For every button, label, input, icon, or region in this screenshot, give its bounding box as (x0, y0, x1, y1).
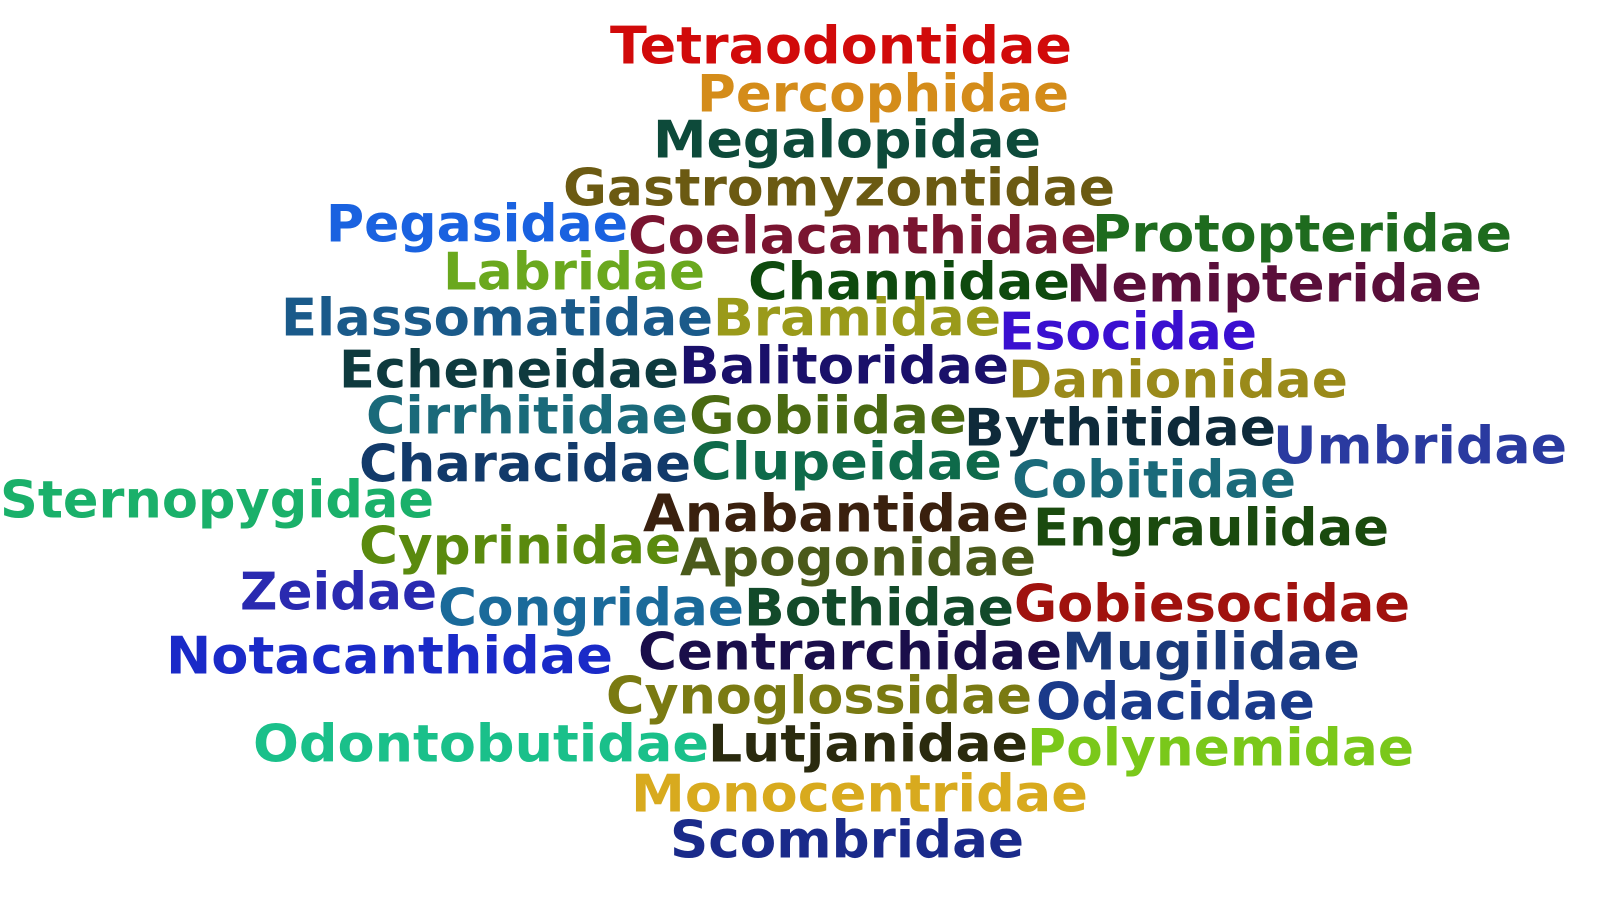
word-scombridae: Scombridae (670, 809, 1024, 870)
word-apogonidae: Apogonidae (680, 527, 1036, 588)
word-coelacanthidae: Coelacanthidae (628, 205, 1097, 266)
word-engraulidae: Engraulidae (1033, 497, 1389, 558)
word-cynoglossidae: Cynoglossidae (606, 665, 1032, 726)
word-esocidae: Esocidae (999, 301, 1257, 362)
word-labridae: Labridae (443, 241, 705, 302)
word-nemipteridae: Nemipteridae (1066, 253, 1482, 314)
word-characidae: Characidae (359, 433, 691, 494)
word-tetraodontidae: Tetraodontidae (610, 15, 1072, 76)
word-megalopidae: Megalopidae (653, 109, 1041, 170)
word-percophidae: Percophidae (697, 63, 1069, 124)
word-sternopygidae: Sternopygidae (0, 469, 434, 530)
word-anabantidae: Anabantidae (643, 483, 1029, 544)
word-monocentridae: Monocentridae (631, 763, 1088, 824)
word-umbridae: Umbridae (1273, 415, 1567, 476)
word-centrarchidae: Centrarchidae (638, 621, 1062, 682)
word-cyprinidae: Cyprinidae (359, 515, 681, 576)
word-zeidae: Zeidae (240, 561, 437, 622)
word-polynemidae: Polynemidae (1027, 717, 1414, 778)
word-cobitidae: Cobitidae (1012, 449, 1296, 510)
word-bythitidae: Bythitidae (964, 397, 1276, 458)
word-pegasidae: Pegasidae (326, 193, 628, 254)
word-echeneidae: Echeneidae (339, 339, 679, 400)
word-channidae: Channidae (748, 251, 1070, 312)
word-danionidae: Danionidae (1008, 349, 1348, 410)
word-bothidae: Bothidae (744, 577, 1014, 638)
word-lutjanidae: Lutjanidae (708, 713, 1028, 774)
word-notacanthidae: Notacanthidae (166, 625, 613, 686)
word-clupeidae: Clupeidae (691, 431, 1002, 492)
word-odontobutidae: Odontobutidae (253, 713, 709, 774)
word-mugilidae: Mugilidae (1062, 621, 1360, 682)
word-bramidae: Bramidae (713, 287, 1001, 348)
word-cirrhitidae: Cirrhitidae (366, 385, 688, 446)
word-odacidae: Odacidae (1036, 671, 1315, 732)
word-protopteridae: Protopteridae (1092, 203, 1512, 264)
word-elassomatidae: Elassomatidae (281, 287, 713, 348)
word-congridae: Congridae (438, 577, 744, 638)
word-gobiesocidae: Gobiesocidae (1014, 573, 1410, 634)
word-gastromyzontidae: Gastromyzontidae (563, 157, 1115, 218)
word-balitoridae: Balitoridae (679, 335, 1009, 396)
word-gobiidae: Gobiidae (689, 385, 967, 446)
